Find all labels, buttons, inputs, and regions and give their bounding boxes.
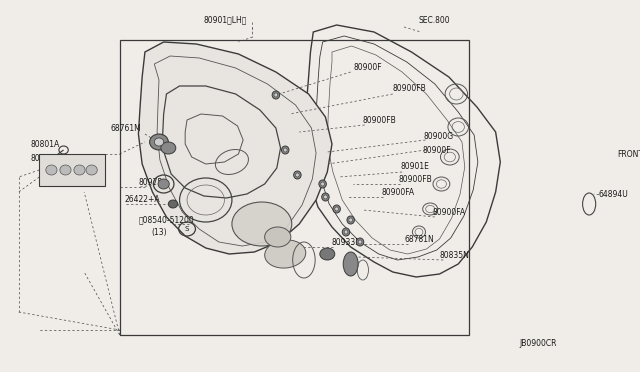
Text: 80975: 80975 — [138, 177, 163, 186]
Text: S: S — [185, 226, 189, 232]
Text: (13): (13) — [152, 228, 167, 237]
Ellipse shape — [74, 165, 85, 175]
Ellipse shape — [344, 230, 348, 234]
Ellipse shape — [284, 148, 287, 152]
Ellipse shape — [296, 173, 300, 177]
Polygon shape — [138, 42, 332, 254]
Ellipse shape — [282, 146, 289, 154]
Ellipse shape — [343, 252, 358, 276]
Text: 80901〈LH〉: 80901〈LH〉 — [204, 16, 247, 25]
Text: 80900FA: 80900FA — [381, 187, 415, 196]
Bar — [120, 40, 470, 335]
Ellipse shape — [161, 142, 176, 154]
Ellipse shape — [274, 93, 278, 97]
Ellipse shape — [46, 165, 57, 175]
Text: 68781N: 68781N — [405, 234, 435, 244]
Text: 80961: 80961 — [31, 154, 55, 163]
Text: 80835N: 80835N — [440, 250, 469, 260]
Text: 80933M: 80933M — [331, 237, 362, 247]
Ellipse shape — [272, 91, 280, 99]
Ellipse shape — [86, 165, 97, 175]
Text: 80900F: 80900F — [422, 145, 451, 154]
Ellipse shape — [154, 138, 164, 146]
Text: 64894U: 64894U — [598, 189, 628, 199]
Text: FRONT: FRONT — [617, 150, 640, 158]
Ellipse shape — [232, 202, 292, 246]
Text: 80801A: 80801A — [31, 140, 60, 148]
Ellipse shape — [335, 207, 339, 211]
Text: JB0900CR: JB0900CR — [519, 340, 557, 349]
Text: 80900FB: 80900FB — [398, 174, 432, 183]
Text: 80900F: 80900F — [353, 62, 382, 71]
Ellipse shape — [320, 248, 335, 260]
Text: 80900FB: 80900FB — [363, 115, 397, 125]
Text: 80900FB: 80900FB — [393, 83, 426, 93]
Ellipse shape — [265, 240, 306, 268]
Ellipse shape — [158, 179, 169, 189]
Text: 80900FA: 80900FA — [432, 208, 465, 217]
Ellipse shape — [358, 240, 362, 244]
Ellipse shape — [150, 134, 168, 150]
Ellipse shape — [322, 193, 329, 201]
Text: SEC.800: SEC.800 — [419, 16, 451, 25]
Ellipse shape — [347, 216, 355, 224]
Bar — [39, 154, 105, 186]
Text: 26422+A: 26422+A — [124, 195, 160, 203]
Ellipse shape — [342, 228, 349, 236]
Ellipse shape — [321, 182, 324, 186]
Ellipse shape — [319, 180, 326, 188]
Text: 80901E: 80901E — [400, 161, 429, 170]
Text: 80900G: 80900G — [424, 131, 454, 141]
Text: ら08540-51200: ら08540-51200 — [138, 215, 194, 224]
Ellipse shape — [265, 227, 291, 247]
Ellipse shape — [356, 238, 364, 246]
Ellipse shape — [324, 195, 327, 199]
Ellipse shape — [349, 218, 353, 222]
Ellipse shape — [333, 205, 340, 213]
Ellipse shape — [168, 200, 178, 208]
Text: 68761M: 68761M — [110, 124, 141, 132]
Ellipse shape — [60, 165, 71, 175]
Ellipse shape — [294, 171, 301, 179]
